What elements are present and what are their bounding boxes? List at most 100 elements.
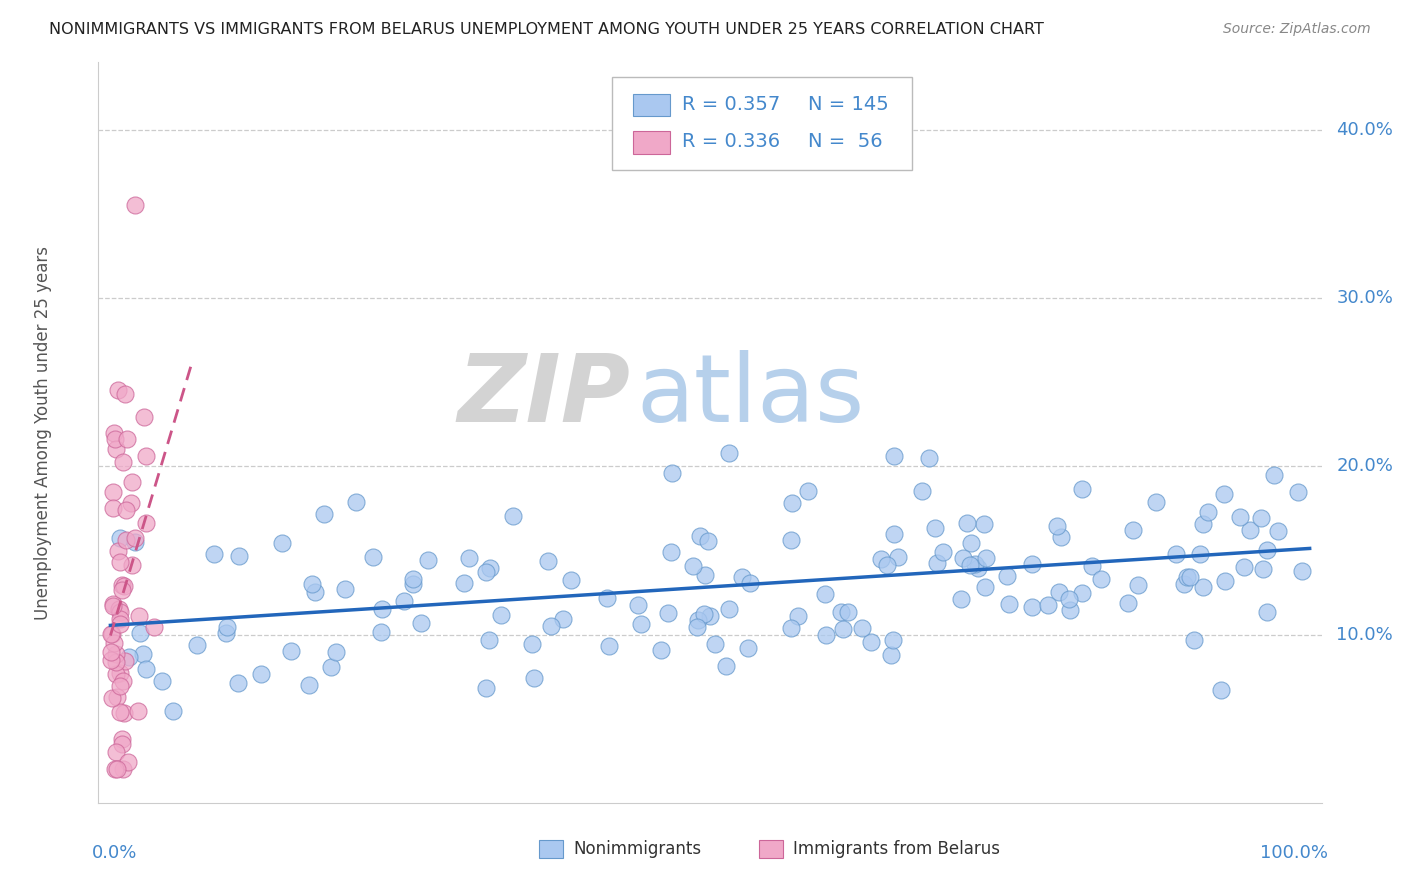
Point [101, 597, 124, 611]
Point [103, 485, 125, 500]
Point [127, 704, 149, 718]
Point [693, 568, 716, 582]
Point [312, 507, 335, 521]
Point [117, 755, 139, 769]
Point [1267, 524, 1289, 538]
Point [830, 605, 852, 619]
Point [124, 198, 146, 212]
Point [682, 558, 704, 573]
Point [105, 690, 128, 705]
Point [659, 545, 682, 559]
Point [1256, 542, 1278, 557]
Point [124, 531, 146, 545]
Point [1192, 516, 1215, 531]
Point [886, 550, 908, 565]
Point [832, 622, 855, 636]
Point [101, 627, 124, 641]
Point [270, 536, 292, 550]
Point [995, 569, 1018, 583]
Point [1071, 482, 1094, 496]
Point [143, 620, 166, 634]
Point [997, 597, 1019, 611]
Point [520, 637, 543, 651]
Point [344, 495, 367, 509]
Point [797, 484, 820, 499]
Point [1250, 511, 1272, 525]
Point [110, 617, 132, 632]
Point [100, 645, 122, 659]
Point [186, 638, 208, 652]
Point [1178, 570, 1201, 584]
Bar [633, 95, 669, 117]
Text: ZIP: ZIP [457, 350, 630, 442]
Point [551, 612, 574, 626]
Point [250, 666, 273, 681]
Point [112, 706, 135, 721]
Point [630, 617, 652, 632]
Point [502, 508, 524, 523]
Point [120, 495, 142, 509]
Point [111, 582, 134, 597]
Point [214, 625, 236, 640]
Point [128, 609, 150, 624]
Point [693, 607, 716, 621]
FancyBboxPatch shape [612, 78, 912, 169]
Point [105, 667, 128, 681]
Point [104, 432, 127, 446]
Text: atlas: atlas [637, 350, 865, 442]
Point [325, 645, 347, 659]
Point [111, 578, 134, 592]
Point [478, 561, 501, 575]
Point [714, 659, 737, 673]
Point [103, 635, 125, 649]
Point [103, 425, 125, 440]
Point [392, 594, 415, 608]
Point [297, 678, 319, 692]
Point [134, 449, 156, 463]
Point [932, 545, 955, 559]
Point [598, 639, 620, 653]
Point [1164, 547, 1187, 561]
Point [1070, 585, 1092, 599]
Point [780, 621, 803, 635]
Point [1036, 598, 1059, 612]
Point [1046, 519, 1069, 533]
Point [370, 624, 392, 639]
Point [1233, 560, 1256, 574]
Point [108, 612, 131, 626]
Point [1229, 510, 1251, 524]
Point [1191, 580, 1213, 594]
Point [813, 587, 835, 601]
Point [737, 641, 759, 656]
Point [112, 579, 135, 593]
Point [1122, 523, 1144, 537]
Point [111, 454, 134, 468]
Point [925, 556, 948, 570]
Point [108, 705, 131, 719]
Point [956, 516, 979, 531]
Point [478, 633, 501, 648]
Point [1177, 570, 1199, 584]
Point [121, 475, 143, 490]
Point [1251, 562, 1274, 576]
Point [1081, 559, 1104, 574]
Point [650, 643, 672, 657]
Point [335, 582, 357, 597]
Text: 40.0%: 40.0% [1336, 120, 1393, 139]
Point [699, 608, 721, 623]
Point [1291, 564, 1313, 578]
Point [959, 536, 981, 550]
Text: R = 0.336: R = 0.336 [682, 132, 780, 151]
Point [101, 599, 124, 613]
Point [416, 553, 439, 567]
Point [1126, 577, 1149, 591]
Point [101, 501, 124, 516]
Point [697, 533, 720, 548]
Point [111, 673, 134, 688]
Point [780, 495, 803, 509]
Point [402, 576, 425, 591]
Point [627, 598, 650, 612]
Point [121, 558, 143, 573]
Point [1059, 592, 1081, 607]
Point [135, 662, 157, 676]
